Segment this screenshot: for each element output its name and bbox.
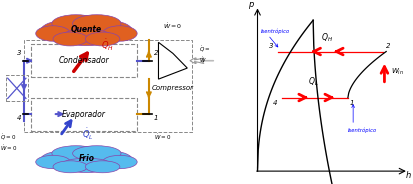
Text: $\dot{W}$: $\dot{W}$ <box>199 55 206 65</box>
Text: $Q_L$: $Q_L$ <box>307 76 318 88</box>
Text: Condensador: Condensador <box>59 56 109 65</box>
Text: 1: 1 <box>349 100 353 106</box>
Ellipse shape <box>102 26 137 41</box>
Text: $\dot{W}=0$: $\dot{W}=0$ <box>153 132 171 142</box>
Ellipse shape <box>72 15 121 32</box>
Ellipse shape <box>72 146 121 161</box>
FancyBboxPatch shape <box>31 98 137 131</box>
Text: Isentrópico: Isentrópico <box>347 128 376 133</box>
Text: 3: 3 <box>17 50 21 56</box>
Ellipse shape <box>60 158 112 173</box>
Ellipse shape <box>53 161 88 173</box>
Ellipse shape <box>52 15 100 32</box>
Text: Evaporador: Evaporador <box>62 110 106 118</box>
Text: 2: 2 <box>153 50 158 56</box>
Ellipse shape <box>55 147 118 171</box>
Ellipse shape <box>40 21 86 42</box>
Text: $\dot{Q}_H$: $\dot{Q}_H$ <box>101 38 114 53</box>
Text: $W_{in}$: $W_{in}$ <box>390 67 404 77</box>
Text: 2: 2 <box>385 43 390 49</box>
Ellipse shape <box>86 21 132 42</box>
Text: Frio: Frio <box>78 154 94 163</box>
FancyBboxPatch shape <box>31 44 137 77</box>
Text: $\dot{W}=0$: $\dot{W}=0$ <box>163 22 182 31</box>
Text: Quente: Quente <box>71 25 102 34</box>
Ellipse shape <box>40 151 86 169</box>
Ellipse shape <box>102 155 137 169</box>
Ellipse shape <box>52 146 100 161</box>
Text: h: h <box>405 171 411 181</box>
Text: Compressor: Compressor <box>152 85 193 91</box>
Text: $\dot{Q}_L$: $\dot{Q}_L$ <box>81 126 93 141</box>
Ellipse shape <box>53 32 88 46</box>
Text: 4: 4 <box>272 100 276 106</box>
Text: 4: 4 <box>17 115 21 121</box>
Text: $Q_H$: $Q_H$ <box>320 31 332 44</box>
Ellipse shape <box>36 26 70 41</box>
Text: 1: 1 <box>153 115 158 121</box>
Text: 3: 3 <box>268 43 273 49</box>
Ellipse shape <box>36 155 70 169</box>
Text: Isentrópico: Isentrópico <box>260 29 290 34</box>
Ellipse shape <box>85 32 120 46</box>
Polygon shape <box>158 42 187 79</box>
Text: $\dot{Q}=0$: $\dot{Q}=0$ <box>0 133 16 142</box>
Ellipse shape <box>55 16 118 44</box>
Ellipse shape <box>85 161 120 173</box>
Text: p: p <box>247 0 253 9</box>
Text: $\dot{W}=0$: $\dot{W}=0$ <box>0 143 17 153</box>
Text: $\dot{Q}=$: $\dot{Q}=$ <box>199 45 210 54</box>
Ellipse shape <box>86 151 132 169</box>
Ellipse shape <box>60 29 112 46</box>
